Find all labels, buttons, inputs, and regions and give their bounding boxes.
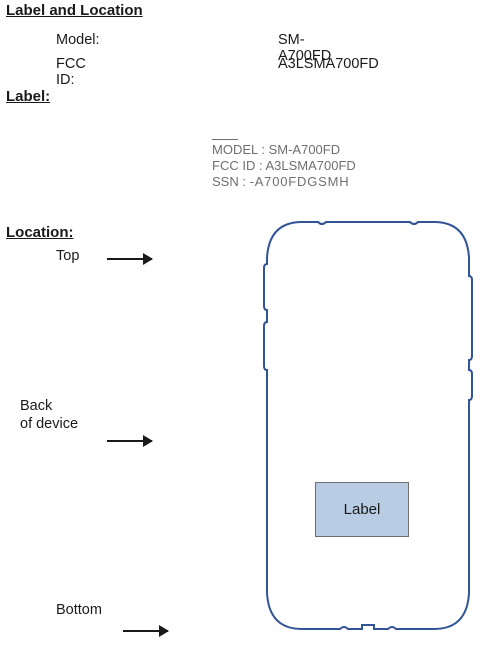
fcc-label: FCC ID:: [56, 56, 86, 88]
page-root: Label and Location Model: SM-A700FD FCC …: [0, 0, 500, 649]
heading-label: Label:: [6, 88, 50, 105]
sample-line-ssn: SSN : -A700FDGSMH: [212, 174, 356, 190]
heading-main: Label and Location: [6, 2, 143, 19]
ssn-prefix: SSN :: [212, 174, 250, 189]
label-sample-block: MODEL : SM-A700FD FCC ID : A3LSMA700FD S…: [212, 142, 356, 190]
location-bottom-label: Bottom: [56, 602, 102, 618]
sample-line-fcc: FCC ID : A3LSMA700FD: [212, 158, 356, 174]
location-top-label: Top: [56, 248, 79, 264]
heading-location: Location:: [6, 224, 74, 241]
device-outline-icon: [262, 220, 474, 631]
overbar-icon: [212, 139, 238, 140]
device-outline-area: [262, 220, 474, 631]
arrow-icon: [107, 258, 152, 260]
fcc-value: A3LSMA700FD: [278, 56, 379, 72]
model-label: Model:: [56, 32, 100, 48]
label-placement-box: Label: [315, 482, 409, 537]
sample-line-model: MODEL : SM-A700FD: [212, 142, 356, 158]
location-back-label-1: Back: [20, 398, 52, 414]
location-back-label-2: of device: [20, 416, 78, 432]
ssn-value: -A700FDGSMH: [250, 174, 350, 189]
arrow-icon: [107, 440, 152, 442]
arrow-icon: [123, 630, 168, 632]
label-box-text: Label: [344, 501, 381, 518]
